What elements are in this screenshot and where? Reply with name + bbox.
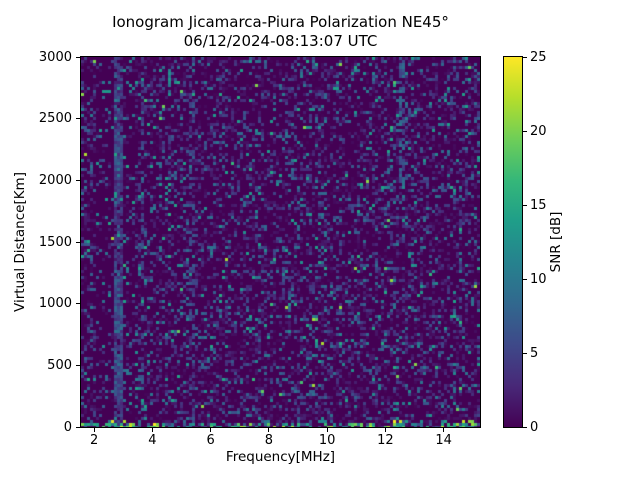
x-tick-mark	[210, 428, 212, 432]
y-axis-label: Virtual Distance[Km]	[12, 172, 28, 312]
y-tick-mark	[76, 179, 80, 181]
y-tick-mark	[76, 56, 80, 58]
ionogram-heatmap-canvas	[81, 57, 480, 427]
colorbar-tick-label: 10	[530, 271, 547, 287]
x-tick-mark	[443, 428, 445, 432]
figure-subtitle-timestamp: 06/12/2024-08:13:07 UTC	[183, 32, 378, 50]
x-tick-mark	[326, 428, 328, 432]
x-tick-label: 4	[148, 433, 157, 448]
heatmap-plot-area	[80, 56, 481, 428]
y-tick-label: 500	[47, 357, 72, 373]
colorbar-tick-label: 0	[530, 419, 539, 435]
colorbar-tick-label: 20	[530, 123, 547, 139]
y-tick-mark	[76, 364, 80, 366]
y-tick-label: 1500	[38, 234, 72, 250]
colorbar-tick-mark	[523, 130, 527, 132]
x-tick-label: 2	[89, 433, 99, 448]
colorbar-tick-mark	[523, 426, 527, 428]
x-tick-mark	[151, 428, 153, 432]
x-tick-label: 12	[377, 433, 394, 448]
x-tick-label: 10	[318, 433, 336, 448]
colorbar	[503, 56, 523, 428]
colorbar-tick-mark	[523, 278, 527, 280]
y-tick-mark	[76, 241, 80, 243]
y-tick-label: 1000	[38, 296, 72, 312]
y-tick-label: 0	[63, 419, 72, 435]
y-tick-mark	[76, 118, 80, 120]
colorbar-tick-label: 25	[530, 49, 547, 65]
colorbar-tick-mark	[523, 56, 527, 58]
x-axis-label: Frequency[MHz]	[225, 449, 336, 465]
colorbar-tick-mark	[523, 204, 527, 206]
x-tick-mark	[93, 428, 95, 432]
x-tick-mark	[268, 428, 270, 432]
x-tick-label: 6	[206, 433, 215, 448]
x-tick-label: 8	[264, 433, 273, 448]
x-tick-label: 14	[435, 433, 452, 448]
y-tick-mark	[76, 426, 80, 428]
colorbar-tick-label: 5	[530, 345, 539, 361]
colorbar-label: SNR [dB]	[548, 211, 564, 273]
x-tick-mark	[384, 428, 386, 432]
y-tick-label: 3000	[38, 49, 72, 65]
figure-title: Ionogram Jicamarca-Piura Polarization NE…	[112, 13, 449, 31]
colorbar-tick-mark	[523, 352, 527, 354]
y-tick-label: 2000	[38, 172, 72, 188]
colorbar-tick-label: 15	[530, 197, 547, 213]
y-tick-label: 2500	[38, 111, 72, 127]
y-tick-mark	[76, 303, 80, 305]
